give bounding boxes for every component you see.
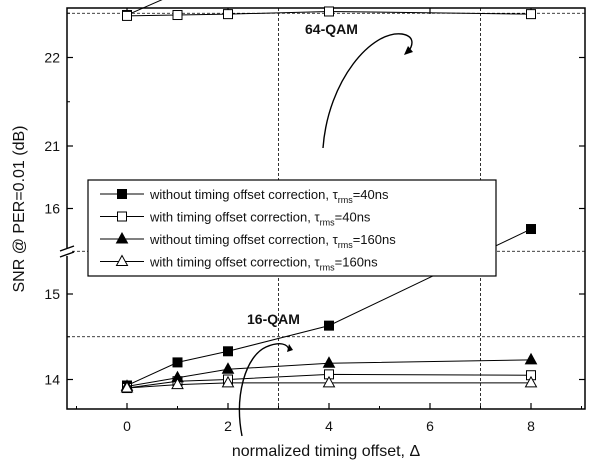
y-tick-label: 22 bbox=[44, 50, 60, 66]
x-tick-label: 6 bbox=[426, 418, 434, 434]
y-axis-title: SNR @ PER=0.01 (dB) bbox=[11, 126, 28, 293]
axis-break-gap bbox=[63, 248, 71, 256]
data-point bbox=[223, 346, 233, 357]
y-tick-label: 14 bbox=[44, 372, 60, 388]
data-point bbox=[221, 375, 235, 388]
data-point bbox=[171, 377, 184, 390]
axis-break-mark bbox=[59, 245, 75, 252]
x-tick-label: 0 bbox=[123, 418, 131, 434]
y-tick-label: 16 bbox=[44, 201, 60, 217]
axis-break-mark bbox=[59, 251, 75, 258]
data-point bbox=[117, 211, 127, 222]
x-axis-title: normalized timing offset, Δ bbox=[232, 443, 421, 460]
series-group bbox=[120, 0, 538, 394]
series-upper-square-open bbox=[122, 6, 536, 21]
legend-label: without timing offset correction, τrms=4… bbox=[149, 187, 389, 205]
annotation-arrow bbox=[238, 343, 290, 437]
data-point bbox=[117, 189, 127, 199]
annotations: 64-QAM 16-QAM bbox=[238, 21, 413, 437]
data-point bbox=[115, 231, 129, 244]
y-tick-label: 21 bbox=[44, 138, 60, 154]
data-point bbox=[120, 381, 134, 393]
data-point bbox=[324, 320, 334, 331]
data-point bbox=[322, 375, 336, 388]
data-point bbox=[322, 356, 336, 368]
legend-box bbox=[87, 179, 497, 277]
axis-ticks: 0246821222324141516 bbox=[44, 8, 585, 434]
data-point bbox=[172, 10, 183, 21]
data-point bbox=[324, 6, 334, 17]
data-point bbox=[524, 375, 538, 388]
legend: without timing offset correction, τrms=4… bbox=[87, 179, 497, 277]
series-lower-triangle-open bbox=[120, 375, 538, 393]
annotation-64qam: 64-QAM bbox=[305, 21, 358, 37]
data-point bbox=[172, 357, 183, 368]
x-tick-label: 8 bbox=[527, 418, 535, 434]
data-point bbox=[524, 352, 538, 365]
data-point bbox=[526, 224, 536, 235]
data-point bbox=[223, 9, 233, 20]
legend-label: without timing offset correction, τrms=1… bbox=[149, 232, 396, 250]
series-line bbox=[126, 0, 163, 16]
arrow-head bbox=[404, 46, 413, 55]
data-point bbox=[526, 9, 536, 20]
y-tick-label: 15 bbox=[44, 286, 60, 302]
legend-label: with timing offset correction, τrms=160n… bbox=[149, 255, 378, 273]
arrow-head bbox=[287, 344, 293, 352]
data-point bbox=[115, 254, 129, 266]
x-tick-label: 2 bbox=[224, 418, 232, 434]
data-point bbox=[122, 10, 132, 21]
annotation-16qam: 16-QAM bbox=[247, 311, 300, 327]
legend-label: with timing offset correction, τrms=40ns bbox=[149, 210, 371, 228]
x-tick-label: 4 bbox=[325, 418, 333, 434]
data-point bbox=[221, 362, 235, 374]
annotation-arrow bbox=[322, 33, 413, 149]
